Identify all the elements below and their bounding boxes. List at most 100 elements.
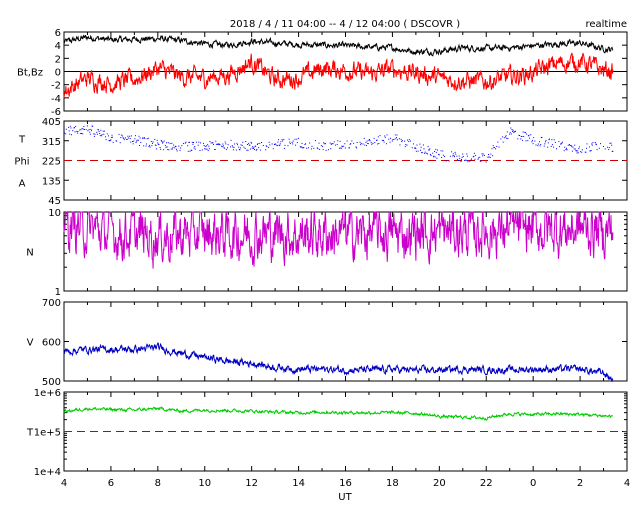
data-point xyxy=(99,132,101,134)
data-point xyxy=(249,148,251,150)
data-point xyxy=(303,147,305,149)
x-tick-label: 16 xyxy=(339,478,352,489)
data-point xyxy=(227,147,229,149)
data-point xyxy=(422,144,424,146)
data-point xyxy=(272,148,274,150)
data-point xyxy=(256,148,258,150)
data-point xyxy=(316,147,318,149)
data-point xyxy=(470,159,472,161)
data-point xyxy=(566,147,568,149)
data-point xyxy=(544,141,546,143)
data-point xyxy=(284,144,286,146)
data-point xyxy=(480,160,482,162)
data-point xyxy=(429,153,431,155)
data-point xyxy=(294,138,296,140)
data-point xyxy=(80,129,82,131)
data-point xyxy=(528,134,530,136)
data-point xyxy=(68,126,70,128)
data-point xyxy=(444,155,446,157)
data-point xyxy=(506,131,508,133)
data-point xyxy=(405,144,407,146)
data-point xyxy=(490,153,492,155)
data-point xyxy=(339,147,341,149)
data-point xyxy=(344,147,346,149)
data-point xyxy=(72,130,74,132)
data-point xyxy=(147,137,149,139)
data-point xyxy=(204,148,206,150)
data-point xyxy=(278,139,280,141)
data-point xyxy=(336,144,338,146)
data-point xyxy=(253,147,255,149)
data-point xyxy=(517,138,519,140)
data-point xyxy=(210,142,212,144)
data-point xyxy=(537,145,539,147)
data-point xyxy=(292,143,294,145)
data-point xyxy=(610,142,612,144)
data-point xyxy=(434,150,436,152)
data-point xyxy=(513,131,515,133)
data-point xyxy=(502,141,504,143)
data-point xyxy=(217,143,219,145)
data-point xyxy=(322,145,324,147)
data-point xyxy=(602,145,604,147)
data-point xyxy=(108,140,110,142)
data-point xyxy=(465,159,467,161)
data-point xyxy=(329,142,331,144)
data-point xyxy=(471,158,473,160)
data-point xyxy=(239,149,241,151)
data-point xyxy=(584,151,586,153)
data-point xyxy=(386,134,388,136)
data-point xyxy=(576,152,578,154)
data-point xyxy=(252,146,254,148)
data-point xyxy=(505,136,507,138)
data-point xyxy=(69,133,71,135)
data-point xyxy=(359,141,361,143)
data-point xyxy=(302,147,304,149)
data-point xyxy=(197,144,199,146)
data-point xyxy=(281,139,283,141)
data-point xyxy=(214,148,216,150)
data-point xyxy=(505,135,507,137)
data-point xyxy=(103,130,105,132)
data-point xyxy=(427,153,429,155)
data-point xyxy=(419,143,421,145)
data-point xyxy=(194,148,196,150)
data-point xyxy=(574,144,576,146)
data-point xyxy=(510,133,512,135)
data-point xyxy=(346,140,348,142)
data-point xyxy=(191,141,193,143)
data-point xyxy=(432,156,434,158)
data-point xyxy=(90,128,92,130)
data-point xyxy=(306,147,308,149)
series-v xyxy=(63,342,614,383)
data-point xyxy=(93,135,95,137)
data-point xyxy=(452,153,454,155)
data-point xyxy=(214,149,216,151)
data-point xyxy=(503,137,505,139)
data-point xyxy=(257,143,259,145)
data-point xyxy=(381,139,383,141)
data-point xyxy=(556,148,558,150)
data-point xyxy=(414,147,416,149)
data-point xyxy=(575,150,577,152)
data-point xyxy=(232,149,234,151)
data-point xyxy=(561,142,563,144)
data-point xyxy=(458,155,460,157)
data-point xyxy=(223,147,225,149)
data-point xyxy=(492,155,494,157)
data-point xyxy=(512,129,514,131)
data-point xyxy=(438,153,440,155)
data-point xyxy=(102,130,104,132)
data-point xyxy=(383,139,385,141)
data-point xyxy=(459,157,461,159)
data-point xyxy=(488,154,490,156)
data-point xyxy=(248,144,250,146)
data-point xyxy=(548,139,550,141)
data-point xyxy=(100,129,102,131)
x-tick-label: 8 xyxy=(155,478,161,489)
data-point xyxy=(595,143,597,145)
y-tick-label: 315 xyxy=(42,137,61,148)
data-point xyxy=(417,150,419,152)
data-point xyxy=(571,146,573,148)
data-point xyxy=(112,141,114,143)
